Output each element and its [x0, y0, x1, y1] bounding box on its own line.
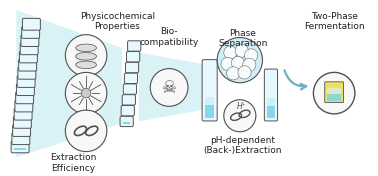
FancyBboxPatch shape	[11, 141, 29, 153]
Text: H⁺: H⁺	[237, 102, 246, 111]
Bar	[205, 97, 214, 105]
FancyBboxPatch shape	[121, 105, 134, 116]
FancyBboxPatch shape	[127, 52, 140, 62]
Circle shape	[243, 58, 256, 71]
Bar	[267, 106, 275, 118]
Circle shape	[217, 37, 262, 83]
Circle shape	[65, 110, 107, 152]
FancyBboxPatch shape	[18, 67, 36, 79]
FancyBboxPatch shape	[22, 18, 40, 30]
FancyBboxPatch shape	[15, 92, 34, 104]
FancyBboxPatch shape	[123, 84, 136, 94]
Circle shape	[224, 46, 237, 59]
Circle shape	[224, 100, 256, 132]
FancyBboxPatch shape	[12, 125, 31, 136]
Bar	[267, 99, 275, 106]
FancyBboxPatch shape	[13, 117, 31, 128]
FancyBboxPatch shape	[325, 82, 344, 103]
FancyBboxPatch shape	[202, 60, 217, 121]
Circle shape	[227, 67, 240, 80]
Ellipse shape	[76, 53, 96, 60]
FancyBboxPatch shape	[128, 41, 141, 51]
FancyBboxPatch shape	[22, 27, 40, 38]
FancyBboxPatch shape	[17, 76, 35, 87]
FancyBboxPatch shape	[120, 116, 133, 127]
FancyBboxPatch shape	[124, 73, 138, 83]
Circle shape	[65, 35, 107, 76]
FancyBboxPatch shape	[19, 51, 37, 63]
FancyBboxPatch shape	[264, 69, 277, 121]
FancyBboxPatch shape	[19, 59, 37, 71]
Text: Physicochemical
Properties: Physicochemical Properties	[80, 12, 155, 31]
Circle shape	[313, 72, 355, 114]
Text: Extraction
Efficiency: Extraction Efficiency	[50, 153, 96, 173]
Bar	[14, 148, 26, 150]
Text: ☠: ☠	[162, 79, 177, 97]
Circle shape	[81, 88, 91, 98]
Bar	[327, 94, 341, 101]
Circle shape	[235, 44, 248, 57]
Bar	[123, 122, 130, 124]
FancyBboxPatch shape	[21, 35, 39, 46]
Text: Phase
Separation: Phase Separation	[218, 29, 267, 48]
Ellipse shape	[76, 61, 96, 69]
Polygon shape	[16, 10, 122, 157]
Circle shape	[231, 56, 245, 70]
FancyBboxPatch shape	[14, 108, 32, 120]
Bar	[327, 88, 341, 94]
Bar	[205, 105, 214, 118]
Text: Bio-
compatibility: Bio- compatibility	[139, 27, 199, 46]
Text: pH-dependent
(Back-)Extraction: pH-dependent (Back-)Extraction	[203, 136, 282, 155]
Ellipse shape	[76, 44, 96, 52]
Bar	[76, 48, 96, 56]
Bar	[76, 56, 96, 65]
Circle shape	[65, 72, 107, 114]
Circle shape	[245, 49, 258, 62]
Circle shape	[150, 69, 188, 106]
FancyBboxPatch shape	[15, 100, 33, 112]
FancyBboxPatch shape	[20, 43, 38, 55]
FancyBboxPatch shape	[122, 95, 135, 105]
FancyBboxPatch shape	[125, 62, 139, 73]
Text: Two-Phase
Fermentation: Two-Phase Fermentation	[304, 12, 364, 31]
FancyBboxPatch shape	[12, 133, 30, 145]
Polygon shape	[139, 53, 207, 121]
FancyBboxPatch shape	[16, 84, 34, 96]
Circle shape	[221, 57, 234, 70]
Circle shape	[238, 66, 251, 79]
